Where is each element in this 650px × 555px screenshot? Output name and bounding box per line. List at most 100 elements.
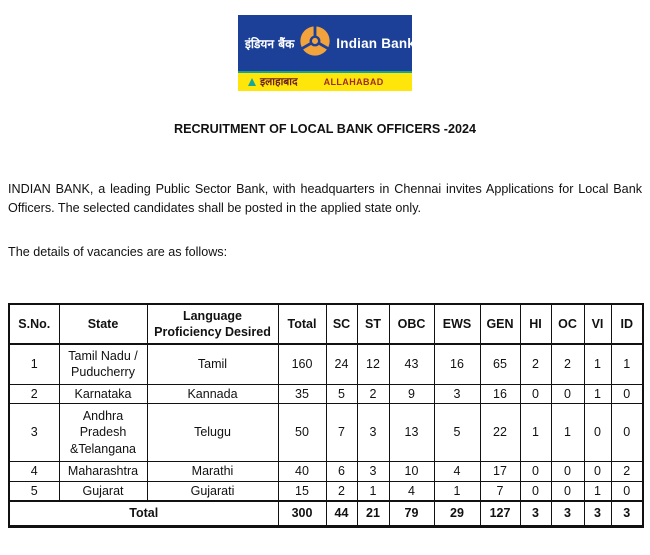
cell-language: Gujarati <box>146 480 279 502</box>
city-name-hindi: इलाहाबाद <box>260 76 298 88</box>
cell-ews: 4 <box>433 461 481 482</box>
logo-yellow-band: इलाहाबाद ALLAHABAD <box>238 71 412 91</box>
cell-ews: 1 <box>433 480 481 502</box>
cell-hi: 0 <box>519 461 552 482</box>
cell-sno: 5 <box>8 480 60 502</box>
cell-obc: 9 <box>388 383 435 404</box>
cell-sc: 24 <box>325 343 358 385</box>
header-oc: OC <box>550 303 585 345</box>
cell-vi: 0 <box>583 403 612 462</box>
total-obc: 79 <box>388 500 435 527</box>
cell-sno: 2 <box>8 383 60 404</box>
table-row: 4 Maharashtra Marathi 40 6 3 10 4 17 0 0… <box>8 461 644 482</box>
cell-vi: 1 <box>583 480 612 502</box>
cell-id: 1 <box>610 343 644 385</box>
cell-state: Tamil Nadu / Puducherry <box>58 343 148 385</box>
cell-language: Tamil <box>146 343 279 385</box>
cell-id: 2 <box>610 461 644 482</box>
table-header-row: S.No. State Language Proficiency Desired… <box>8 303 644 345</box>
cell-state: Karnataka <box>58 383 148 404</box>
cell-state: Andhra Pradesh &Telangana <box>58 403 148 462</box>
cell-oc: 0 <box>550 461 585 482</box>
total-vi: 3 <box>583 500 612 527</box>
header-hi: HI <box>519 303 552 345</box>
cell-language: Telugu <box>146 403 279 462</box>
table-total-row: Total 300 44 21 79 29 127 3 3 3 3 <box>8 500 644 527</box>
cell-sno: 1 <box>8 343 60 385</box>
header-state: State <box>58 303 148 345</box>
cell-sno: 4 <box>8 461 60 482</box>
total-oc: 3 <box>550 500 585 527</box>
total-ews: 29 <box>433 500 481 527</box>
cell-vi: 0 <box>583 461 612 482</box>
header-st: ST <box>356 303 390 345</box>
total-sc: 44 <box>325 500 358 527</box>
city-name-english: ALLAHABAD <box>323 77 384 87</box>
cell-state: Gujarat <box>58 480 148 502</box>
table-row: 1 Tamil Nadu / Puducherry Tamil 160 24 1… <box>8 343 644 385</box>
cell-hi: 0 <box>519 383 552 404</box>
cell-obc: 4 <box>388 480 435 502</box>
table-row: 5 Gujarat Gujarati 15 2 1 4 1 7 0 0 1 0 <box>8 480 644 502</box>
header-total: Total <box>277 303 327 345</box>
cell-sc: 6 <box>325 461 358 482</box>
cell-ews: 5 <box>433 403 481 462</box>
cell-sno: 3 <box>8 403 60 462</box>
header-sno: S.No. <box>8 303 60 345</box>
cell-state: Maharashtra <box>58 461 148 482</box>
cell-id: 0 <box>610 403 644 462</box>
total-gen: 127 <box>479 500 521 527</box>
cell-oc: 1 <box>550 403 585 462</box>
page-title: RECRUITMENT OF LOCAL BANK OFFICERS -2024 <box>173 122 477 136</box>
total-st: 21 <box>356 500 390 527</box>
cell-total: 160 <box>277 343 327 385</box>
cell-st: 1 <box>356 480 390 502</box>
bank-name-english: Indian Bank <box>336 35 416 51</box>
header-obc: OBC <box>388 303 435 345</box>
total-hi: 3 <box>519 500 552 527</box>
header-vi: VI <box>583 303 612 345</box>
cell-oc: 0 <box>550 383 585 404</box>
cell-obc: 43 <box>388 343 435 385</box>
cell-sc: 5 <box>325 383 358 404</box>
header-language: Language Proficiency Desired <box>146 303 279 345</box>
cell-gen: 65 <box>479 343 521 385</box>
cell-gen: 17 <box>479 461 521 482</box>
header-ews: EWS <box>433 303 481 345</box>
cell-vi: 1 <box>583 343 612 385</box>
cell-gen: 16 <box>479 383 521 404</box>
total-label: Total <box>8 500 279 527</box>
indian-bank-logo: इंडियन बैंक Indian Bank इलाहाबाद ALLAHAB… <box>238 15 416 91</box>
bank-name-hindi: इंडियन बैंक <box>245 36 295 51</box>
cell-ews: 16 <box>433 343 481 385</box>
intro-paragraph: INDIAN BANK, a leading Public Sector Ban… <box>8 182 642 215</box>
cell-ews: 3 <box>433 383 481 404</box>
document-page: इंडियन बैंक Indian Bank इलाहाबाद ALLAHAB… <box>0 15 650 528</box>
vacancies-note: The details of vacancies are as follows: <box>8 245 228 259</box>
cell-obc: 10 <box>388 461 435 482</box>
cell-language: Kannada <box>146 383 279 404</box>
cell-hi: 0 <box>519 480 552 502</box>
cell-total: 15 <box>277 480 327 502</box>
table-row: 3 Andhra Pradesh &Telangana Telugu 50 7 … <box>8 403 644 462</box>
allahabad-triangle-icon <box>248 78 256 86</box>
cell-language: Marathi <box>146 461 279 482</box>
header-id: ID <box>610 303 644 345</box>
cell-st: 3 <box>356 461 390 482</box>
cell-gen: 22 <box>479 403 521 462</box>
cell-st: 12 <box>356 343 390 385</box>
cell-oc: 0 <box>550 480 585 502</box>
cell-st: 2 <box>356 383 390 404</box>
total-total: 300 <box>277 500 327 527</box>
cell-st: 3 <box>356 403 390 462</box>
cell-total: 40 <box>277 461 327 482</box>
cell-gen: 7 <box>479 480 521 502</box>
header-sc: SC <box>325 303 358 345</box>
table-row: 2 Karnataka Kannada 35 5 2 9 3 16 0 0 1 … <box>8 383 644 404</box>
cell-id: 0 <box>610 480 644 502</box>
cell-id: 0 <box>610 383 644 404</box>
header-gen: GEN <box>479 303 521 345</box>
cell-sc: 7 <box>325 403 358 462</box>
cell-total: 50 <box>277 403 327 462</box>
cell-vi: 1 <box>583 383 612 404</box>
